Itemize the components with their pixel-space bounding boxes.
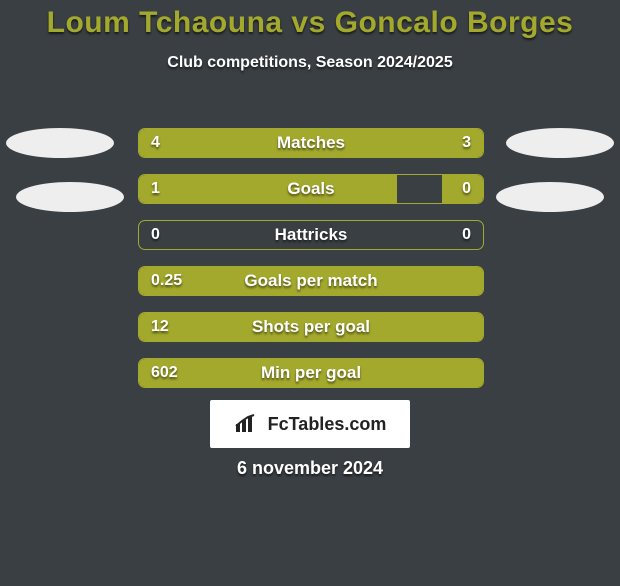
stat-label: Goals bbox=[139, 175, 483, 203]
stat-row: 0.25Goals per match bbox=[138, 266, 484, 296]
stat-row: 10Goals bbox=[138, 174, 484, 204]
stat-row: 602Min per goal bbox=[138, 358, 484, 388]
player-left-badge-2 bbox=[16, 182, 124, 212]
stat-label: Shots per goal bbox=[139, 313, 483, 341]
page-subtitle: Club competitions, Season 2024/2025 bbox=[0, 54, 620, 72]
page-title: Loum Tchaouna vs Goncalo Borges bbox=[0, 6, 620, 40]
stat-label: Goals per match bbox=[139, 267, 483, 295]
stat-row: 00Hattricks bbox=[138, 220, 484, 250]
comparison-bars: 43Matches 10Goals 00Hattricks 0.25Goals per… bbox=[138, 128, 484, 404]
stat-row: 12Shots per goal bbox=[138, 312, 484, 342]
figure-date: 6 november 2024 bbox=[0, 458, 620, 479]
stat-row: 43Matches bbox=[138, 128, 484, 158]
stat-label: Matches bbox=[139, 129, 483, 157]
brand-label: FcTables.com bbox=[268, 414, 387, 435]
stat-label: Hattricks bbox=[139, 221, 483, 249]
player-right-badge bbox=[506, 128, 614, 158]
player-right-badge-2 bbox=[496, 182, 604, 212]
stat-label: Min per goal bbox=[139, 359, 483, 387]
brand-box: FcTables.com bbox=[210, 400, 410, 448]
chart-icon bbox=[234, 414, 260, 434]
player-left-badge bbox=[6, 128, 114, 158]
